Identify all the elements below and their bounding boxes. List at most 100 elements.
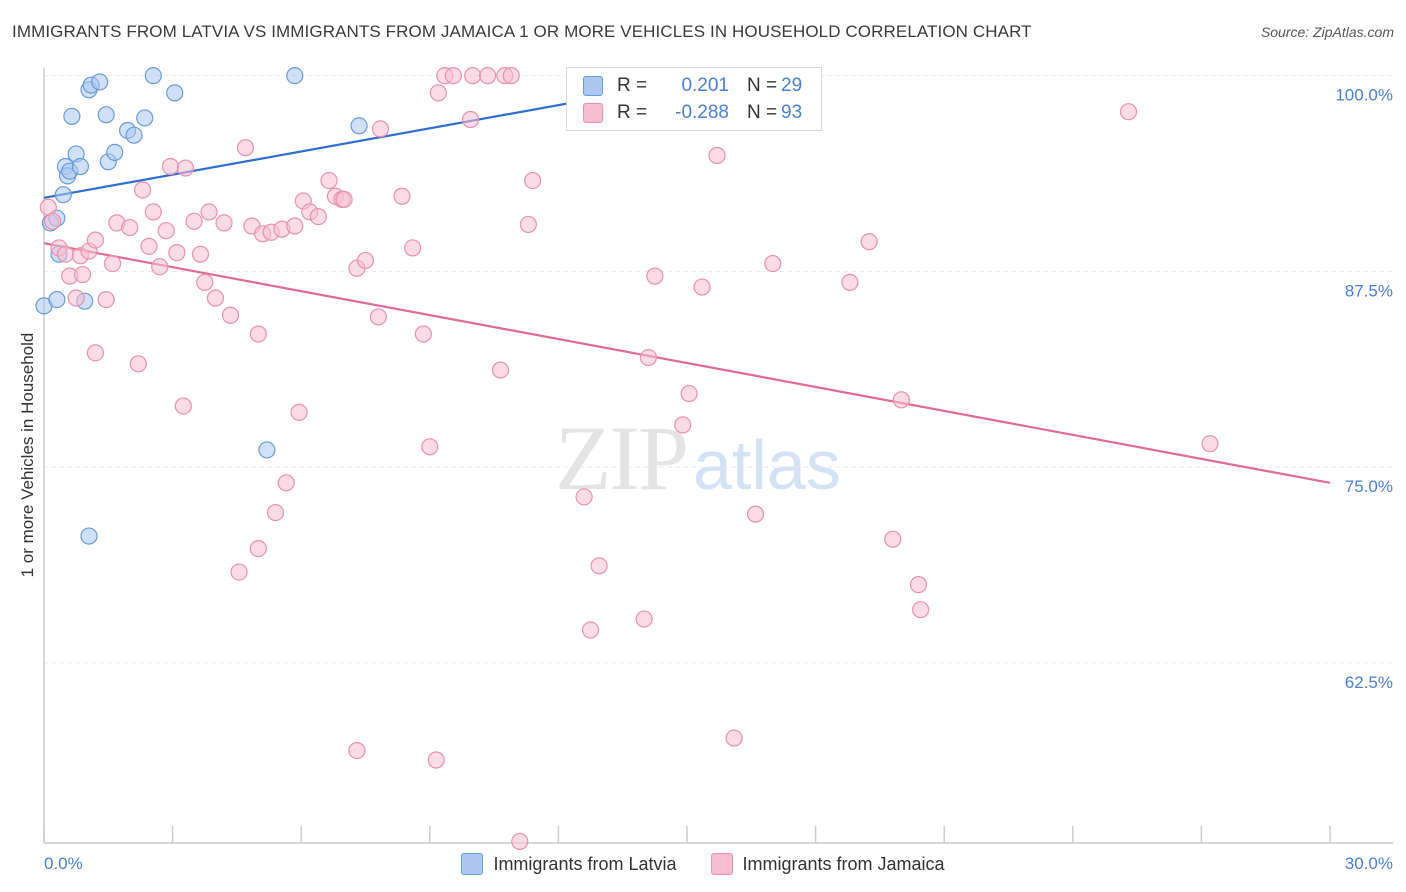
jamaica-point <box>320 171 338 190</box>
jamaica-point <box>421 438 439 456</box>
jamaica-point <box>215 214 233 232</box>
jamaica-point <box>524 171 542 190</box>
jamaica-point <box>249 539 267 558</box>
jamaica-point <box>860 233 878 251</box>
jamaica-point <box>575 488 593 506</box>
jamaica-point <box>725 729 743 747</box>
jamaica-point <box>393 187 411 205</box>
jamaica-point <box>461 110 480 129</box>
jamaica-point <box>277 474 295 492</box>
jamaica-point <box>635 610 653 628</box>
jamaica-point <box>884 530 902 548</box>
jamaica-point <box>519 215 537 234</box>
tick-labels: 62.5% 75.0% 87.5% 100.0% 0.0% 30.0% <box>44 86 1393 873</box>
latvia-point <box>48 290 66 309</box>
jamaica-point <box>86 231 105 249</box>
jamaica-point <box>511 832 529 851</box>
n-label: N = <box>747 102 778 123</box>
latvia-point <box>258 441 276 459</box>
jamaica-point <box>335 190 353 208</box>
trend-lines <box>43 85 1331 484</box>
jamaica-point <box>140 237 158 255</box>
r-label: R = <box>617 75 648 96</box>
jamaica-trend-line <box>43 242 1331 484</box>
jamaica-point <box>236 139 255 157</box>
latvia-point <box>106 143 124 161</box>
jamaica-point <box>43 212 62 230</box>
jamaica-point <box>912 601 930 619</box>
legend-row-jamaica: R = -0.288 N = 93 <box>583 101 802 125</box>
jamaica-point <box>221 306 240 324</box>
jamaica-swatch <box>583 103 603 123</box>
data-points <box>35 67 1219 851</box>
jamaica-point <box>196 273 214 291</box>
jamaica-point <box>909 576 928 594</box>
jamaica-point <box>427 751 445 769</box>
jamaica-point <box>230 563 248 581</box>
r-value: 0.201 <box>681 75 729 96</box>
series-legend: Immigrants from Latvia Immigrants from J… <box>0 850 1406 878</box>
jamaica-point <box>56 245 75 263</box>
jamaica-point <box>86 344 105 362</box>
jamaica-point <box>674 416 692 434</box>
jamaica-point <box>429 84 447 102</box>
jamaica-point <box>491 361 510 379</box>
jamaica-point <box>502 67 520 85</box>
jamaica-point <box>286 217 304 235</box>
jamaica-point <box>1201 435 1219 453</box>
legend-item-latvia[interactable]: Immigrants from Latvia <box>461 853 677 875</box>
source-credit: Source: ZipAtlas.com <box>1260 24 1394 40</box>
jamaica-point <box>200 203 218 221</box>
jamaica-point <box>414 325 432 343</box>
jamaica-point <box>67 289 85 307</box>
x-tick-label-max: 30.0% <box>1345 854 1393 873</box>
latvia-swatch <box>461 853 484 875</box>
jamaica-point <box>133 181 152 199</box>
jamaica-point <box>1119 103 1138 121</box>
latvia-swatch <box>583 76 603 96</box>
x-tick-label-min: 0.0% <box>44 854 83 873</box>
latvia-point <box>144 67 162 85</box>
jamaica-point <box>464 67 482 85</box>
jamaica-point <box>680 384 698 403</box>
latvia-point <box>91 73 109 91</box>
latvia-point <box>63 107 81 125</box>
jamaica-point <box>266 503 285 522</box>
legend-item-jamaica[interactable]: Immigrants from Jamaica <box>710 853 945 875</box>
latvia-point <box>286 67 304 85</box>
latvia-point <box>54 186 72 204</box>
jamaica-point <box>764 254 782 273</box>
y-tick-label: 62.5% <box>1345 673 1393 692</box>
latvia-point <box>80 527 98 545</box>
latvia-point <box>71 157 90 176</box>
jamaica-point <box>144 203 162 221</box>
n-label: N = <box>747 75 778 96</box>
jamaica-point <box>97 290 115 309</box>
jamaica-point <box>581 621 600 639</box>
jamaica-point <box>121 218 139 237</box>
r-value: -0.288 <box>675 102 729 123</box>
jamaica-point <box>892 391 910 409</box>
jamaica-point <box>356 251 375 270</box>
jamaica-point <box>309 208 327 226</box>
jamaica-point <box>841 273 859 291</box>
jamaica-swatch <box>710 853 733 875</box>
correlation-legend: R = 0.201 N = 29 R = -0.288 N = 93 <box>566 67 822 131</box>
n-value: 93 <box>781 102 803 123</box>
jamaica-point <box>479 67 497 85</box>
jamaica-point <box>290 403 308 421</box>
jamaica-point <box>348 742 366 760</box>
jamaica-point <box>176 159 195 177</box>
jamaica-point <box>185 212 203 230</box>
jamaica-point <box>639 348 658 367</box>
y-axis-label: 1 or more Vehicles in Household <box>18 332 37 578</box>
jamaica-point <box>73 265 92 284</box>
latvia-point <box>97 106 115 124</box>
jamaica-point <box>151 258 169 276</box>
legend-label-latvia: Immigrants from Latvia <box>493 853 677 874</box>
y-tick-label: 100.0% <box>1335 86 1393 105</box>
jamaica-point <box>157 222 175 240</box>
latvia-point <box>166 84 184 102</box>
jamaica-point <box>369 308 387 326</box>
